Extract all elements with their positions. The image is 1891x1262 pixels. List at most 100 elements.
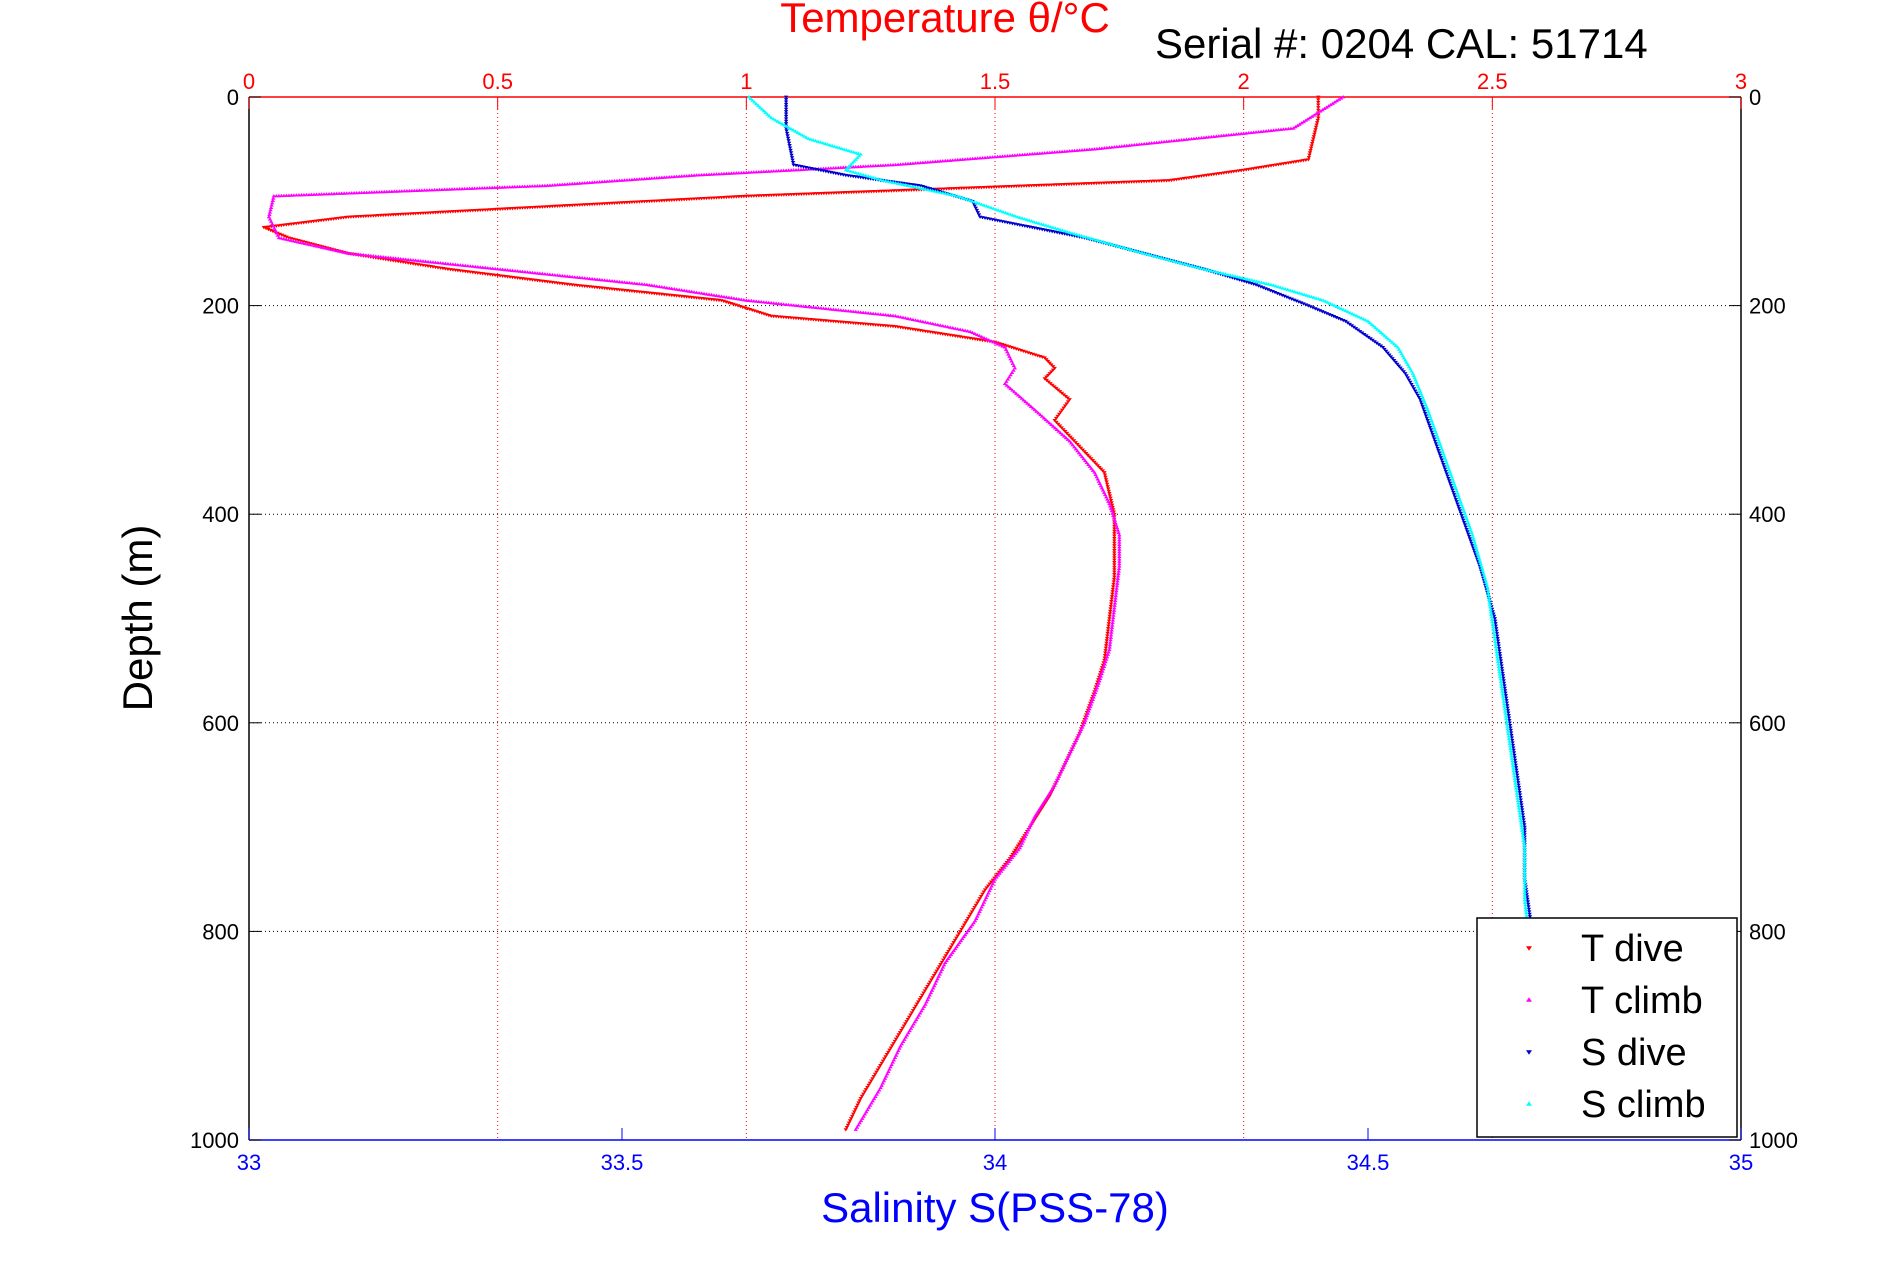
data-point <box>1413 378 1418 382</box>
data-point <box>761 108 766 113</box>
data-point <box>877 1088 882 1092</box>
data-point <box>960 195 965 200</box>
data-point <box>1111 516 1117 520</box>
data-point <box>849 1114 855 1119</box>
data-point <box>853 150 859 155</box>
data-point <box>1093 690 1098 694</box>
data-point <box>1327 301 1333 305</box>
data-point <box>1110 590 1115 594</box>
data-point <box>1103 659 1108 664</box>
data-point <box>1187 263 1192 267</box>
data-point <box>1158 255 1164 260</box>
data-point <box>1111 608 1117 612</box>
data-point <box>1003 210 1008 215</box>
data-point <box>1054 427 1059 431</box>
data-point <box>858 172 863 176</box>
legend-label: S dive <box>1581 1032 1687 1074</box>
data-point <box>1117 554 1122 559</box>
data-point <box>1322 106 1327 111</box>
data-point <box>950 943 955 947</box>
data-point <box>1049 422 1054 427</box>
data-point <box>1428 417 1434 421</box>
data-point <box>1111 613 1116 617</box>
data-point <box>1495 639 1501 643</box>
data-point <box>1499 661 1504 666</box>
data-point <box>930 188 936 193</box>
data-point <box>923 187 928 191</box>
data-point <box>1347 322 1352 327</box>
data-point <box>879 1061 884 1066</box>
data-point <box>1440 460 1445 465</box>
data-point <box>1108 496 1113 500</box>
data-point <box>1505 704 1510 708</box>
data-point <box>1024 217 1030 222</box>
data-point <box>1053 416 1059 421</box>
data-point <box>998 209 1003 213</box>
data-point <box>1106 624 1111 628</box>
data-point <box>1108 635 1114 639</box>
data-point <box>891 1042 896 1046</box>
data-point <box>853 170 858 175</box>
data-point <box>1302 292 1307 297</box>
data-point <box>900 1039 906 1044</box>
data-point <box>1495 654 1500 659</box>
legend-box <box>1476 917 1738 1138</box>
data-point <box>929 978 934 982</box>
data-point <box>875 1090 881 1094</box>
data-point <box>343 250 349 255</box>
data-point <box>1182 262 1187 266</box>
data-point <box>1287 288 1293 292</box>
data-point <box>1399 368 1405 372</box>
data-point <box>1106 487 1111 491</box>
data-point <box>1022 217 1027 221</box>
data-point <box>914 1017 919 1022</box>
data-point <box>315 244 320 248</box>
data-point <box>956 932 962 936</box>
y-axis-label: Depth (m) <box>114 525 161 712</box>
data-point <box>917 998 922 1002</box>
data-point <box>1109 597 1114 601</box>
bottom-axis-tick-label: 33 <box>237 1150 261 1175</box>
data-point <box>783 100 789 104</box>
data-point <box>1253 283 1259 287</box>
data-point <box>1275 291 1280 296</box>
data-point <box>1057 227 1063 232</box>
data-point <box>1338 306 1344 311</box>
data-point <box>1061 428 1066 432</box>
data-point <box>1168 258 1173 262</box>
data-point <box>1113 591 1119 595</box>
data-point <box>1115 244 1120 248</box>
data-point <box>1504 699 1509 703</box>
data-point <box>1422 412 1428 416</box>
data-point <box>1112 553 1117 558</box>
data-point <box>1395 362 1400 367</box>
data-point <box>1081 234 1087 238</box>
data-point <box>1491 627 1496 631</box>
data-point <box>1112 563 1117 567</box>
data-point <box>1112 539 1117 543</box>
data-point <box>1325 300 1330 304</box>
data-point <box>1508 731 1514 735</box>
data-point <box>1509 756 1515 760</box>
data-point <box>974 200 979 205</box>
data-point <box>1039 414 1045 418</box>
bottom-axis-tick-label: 33.5 <box>601 1150 644 1175</box>
data-point <box>1011 368 1016 372</box>
data-point <box>896 1033 901 1037</box>
data-point <box>1235 274 1240 279</box>
data-point <box>1502 686 1507 691</box>
data-point <box>1436 449 1441 453</box>
data-point <box>1449 475 1454 479</box>
data-point <box>1092 460 1097 465</box>
data-point <box>960 328 965 332</box>
data-point <box>1487 602 1493 606</box>
data-point <box>1492 634 1497 639</box>
data-point <box>1242 276 1247 280</box>
data-point <box>795 130 800 134</box>
data-point <box>1520 833 1526 837</box>
data-point <box>1373 325 1378 330</box>
data-point <box>1483 578 1488 582</box>
data-point <box>1434 433 1439 437</box>
data-point <box>1240 276 1245 280</box>
data-point <box>887 1048 892 1052</box>
